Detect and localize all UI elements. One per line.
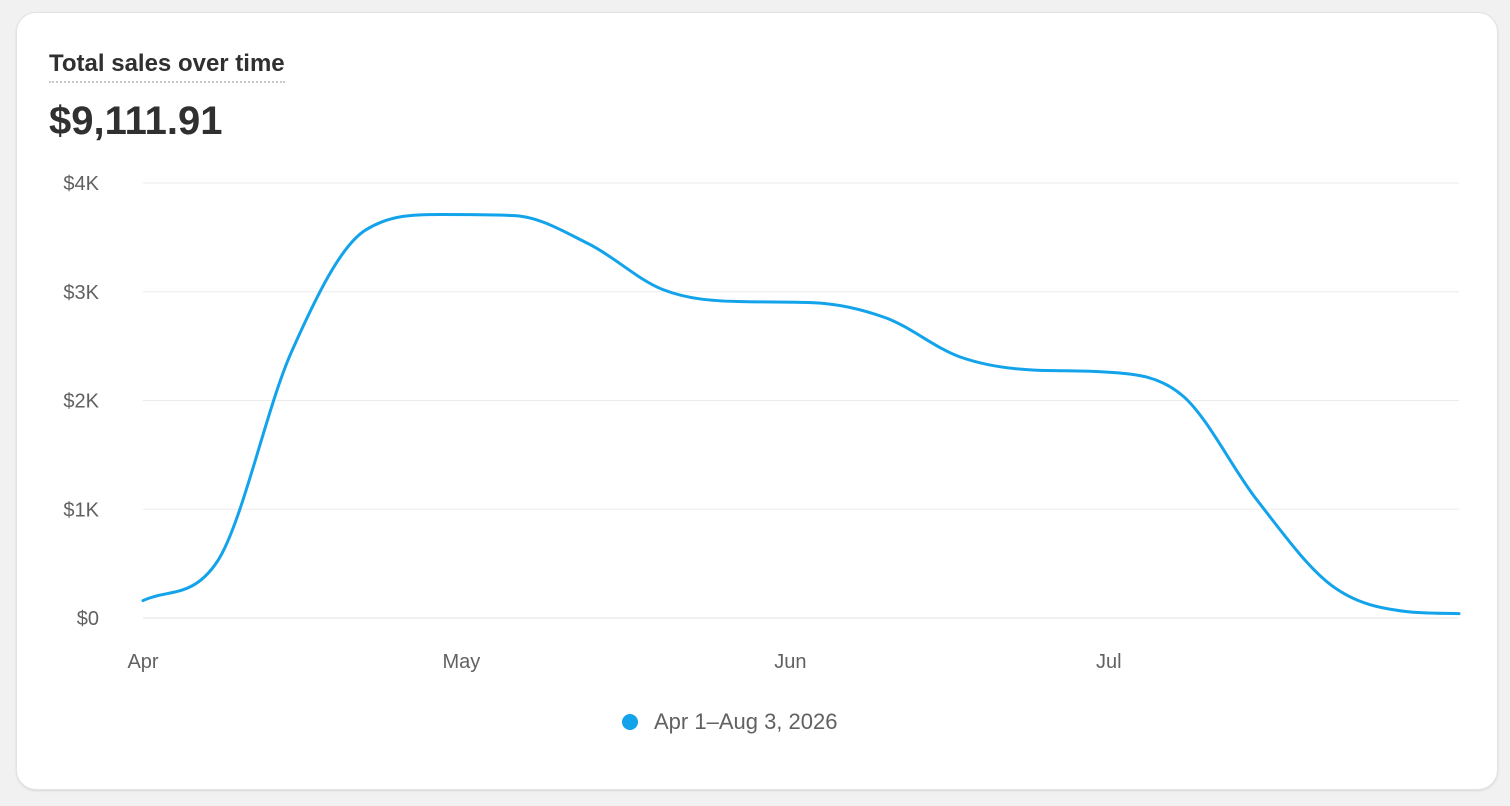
legend-label: Apr 1–Aug 3, 2026 bbox=[654, 709, 838, 734]
y-tick-label: $0 bbox=[77, 608, 99, 630]
y-tick-label: $2K bbox=[63, 391, 99, 413]
card-title[interactable]: Total sales over time bbox=[49, 49, 285, 83]
x-tick-label: Jul bbox=[1096, 651, 1122, 673]
total-sales-value: $9,111.91 bbox=[49, 99, 223, 143]
y-tick-label: $1K bbox=[63, 499, 99, 521]
y-tick-label: $4K bbox=[63, 173, 99, 195]
sales-series-line bbox=[141, 213, 1461, 616]
x-tick-label: Apr bbox=[127, 651, 158, 673]
x-tick-label: Jun bbox=[774, 651, 806, 673]
chart-legend[interactable]: Apr 1–Aug 3, 2026 bbox=[622, 708, 837, 736]
x-tick-label: May bbox=[442, 651, 480, 673]
y-tick-label: $3K bbox=[63, 282, 99, 304]
legend-marker bbox=[622, 714, 638, 730]
